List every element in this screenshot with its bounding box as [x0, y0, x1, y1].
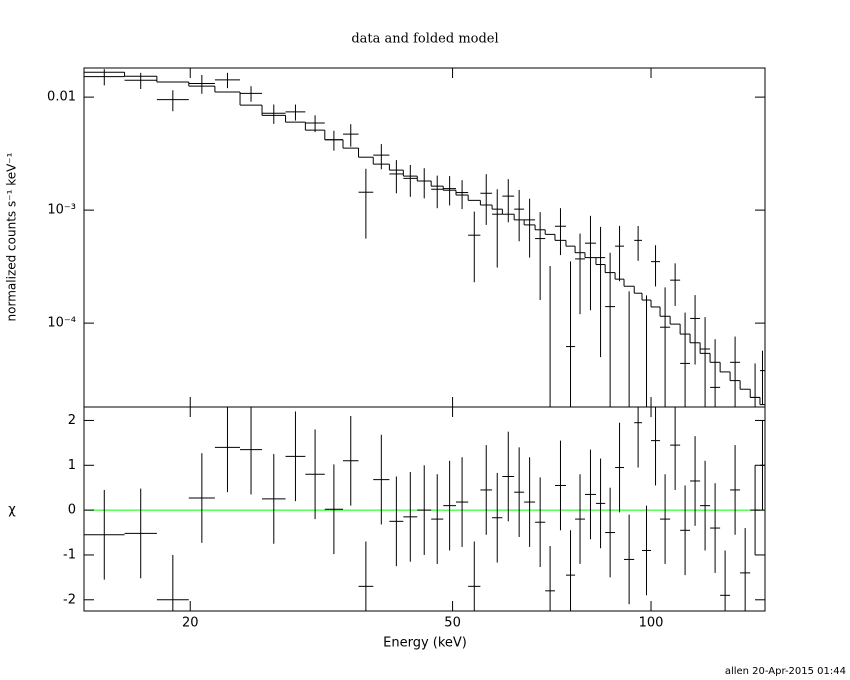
y-tick-label: 0 [68, 503, 76, 518]
y-tick-label: 2 [68, 413, 76, 428]
x-tick-label: 100 [639, 616, 664, 631]
chart-title: data and folded model [351, 32, 498, 47]
y-tick-label: -1 [63, 547, 76, 562]
bottom-frame [83, 406, 766, 612]
y-tick-label: 10⁻³ [47, 203, 76, 218]
y-tick-label: -2 [63, 592, 76, 607]
top-frame [83, 67, 766, 408]
y-tick-label: 10⁻⁴ [47, 316, 76, 331]
x-tick-label: 20 [182, 616, 199, 631]
y-axis-label: χ [8, 503, 16, 518]
spectrum-panel [84, 69, 765, 407]
residual-panel [84, 407, 765, 611]
x-tick-label: 50 [444, 616, 461, 631]
footer: allen 20-Apr-2015 01:44 [725, 666, 846, 677]
x-axis-label: Energy (keV) [383, 636, 467, 651]
y-tick-label: 1 [68, 458, 76, 473]
y-axis-label: normalized counts s⁻¹ keV⁻¹ [5, 152, 19, 321]
y-tick-label: 0.01 [47, 90, 76, 105]
